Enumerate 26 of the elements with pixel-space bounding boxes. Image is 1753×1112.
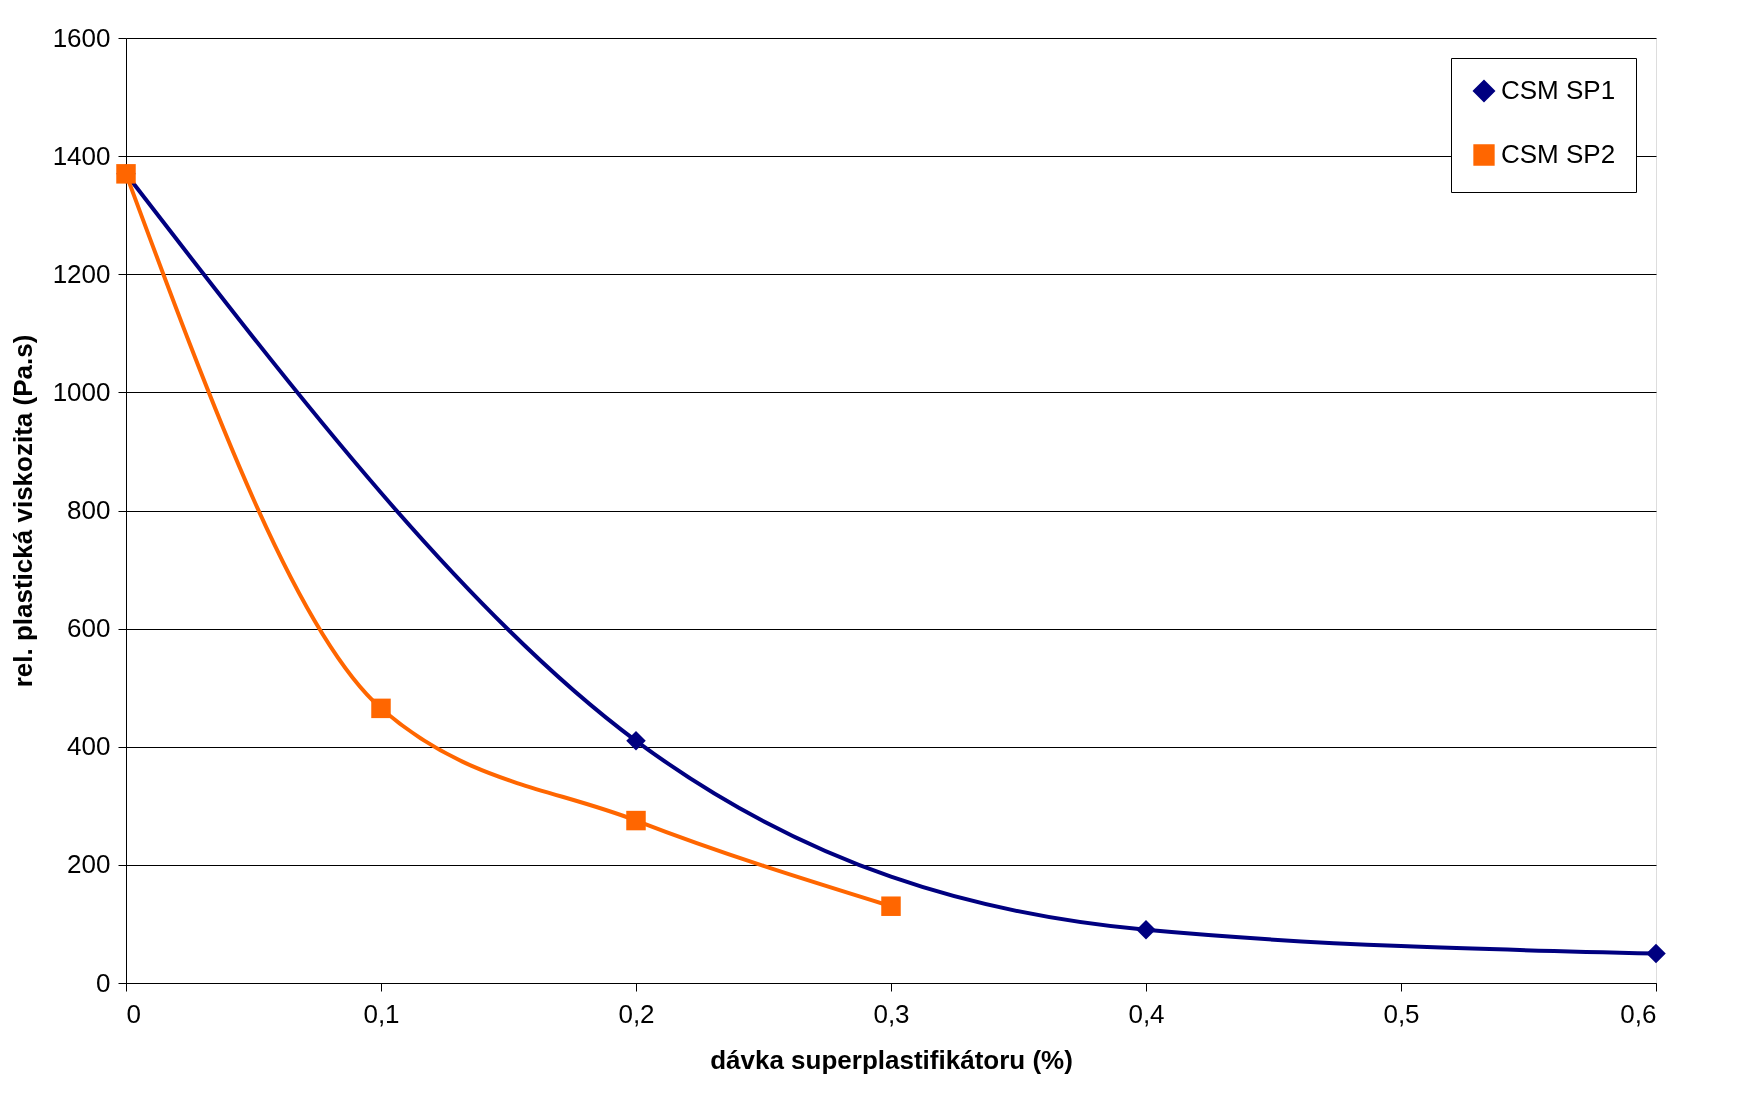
x-tick-label: 0,5 [1383, 998, 1420, 1029]
point [626, 731, 646, 751]
point [1646, 943, 1666, 964]
x-axis-title: dávka superplastifikátoru (%) [710, 1044, 1073, 1075]
y-tick-label: 1400 [52, 140, 111, 171]
x-tick-label: 0,3 [873, 998, 910, 1029]
legend-label: CSM SP1 [1501, 75, 1616, 105]
y-tick-label: 1200 [52, 258, 111, 289]
point [626, 810, 646, 831]
y-tick-label: 200 [67, 849, 111, 880]
y-tick-label: 1000 [52, 376, 111, 407]
x-tick-label: 0 [126, 998, 141, 1029]
y-tick-label: 0 [96, 967, 111, 998]
y-axis-title: rel. plastická viskozita (Pa.s) [7, 334, 38, 688]
x-tick-label: 0,4 [1128, 998, 1165, 1029]
y-tick-label: 600 [67, 613, 111, 644]
point [371, 698, 391, 719]
legend-label: CSM SP2 [1501, 139, 1616, 169]
y-tick-label: 400 [67, 731, 111, 762]
x-tick-label: 0,2 [618, 998, 655, 1029]
y-tick-label: 1600 [52, 22, 111, 53]
x-tick-label: 0,6 [1620, 998, 1657, 1029]
y-tick-label: 800 [67, 495, 111, 525]
x-tick-label: 0,1 [363, 998, 400, 1029]
point [1136, 920, 1156, 940]
point [881, 896, 901, 916]
